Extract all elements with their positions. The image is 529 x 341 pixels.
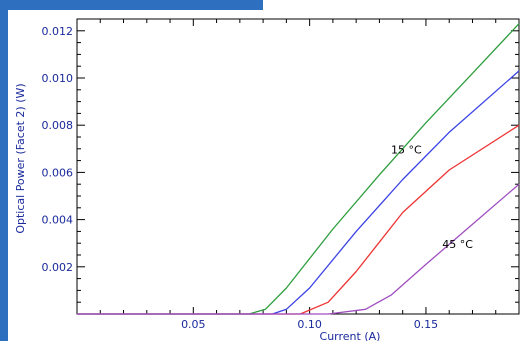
annotations: 15 °C 45 °C (391, 144, 473, 251)
series-line-3 (77, 124, 520, 315)
x-tick-label: 0.15 (414, 318, 439, 331)
annotation-label: 15 °C (391, 144, 422, 157)
y-tick-label: 0.004 (42, 214, 74, 227)
plot-frame (76, 18, 520, 315)
y-tick-label: 0.010 (42, 72, 74, 85)
annotation-label: 45 °C (442, 238, 473, 251)
y-tick-label: 0.006 (42, 166, 74, 179)
x-tick-label: 0.10 (297, 318, 322, 331)
y-axis-title: Optical Power (Facet 2) (W) (14, 83, 27, 233)
x-axis-title: Current (A) (320, 330, 381, 341)
y-tick-label: 0.002 (42, 261, 74, 274)
chart-panel (8, 10, 529, 341)
y-tick-label: 0.012 (42, 25, 74, 38)
ticks: 0.05 0.10 0.15 0.002 0.004 0.006 0.008 0.010 0.0… (42, 19, 519, 331)
x-tick-label: 0.05 (181, 318, 206, 331)
left-bar (0, 0, 8, 341)
series-lines (77, 23, 520, 315)
y-tick-label: 0.008 (42, 119, 74, 132)
series-line-2 (77, 70, 520, 315)
series-line-1 (77, 23, 520, 315)
series-line-4 (77, 183, 520, 315)
header-bar (0, 0, 263, 10)
axes (76, 18, 520, 315)
